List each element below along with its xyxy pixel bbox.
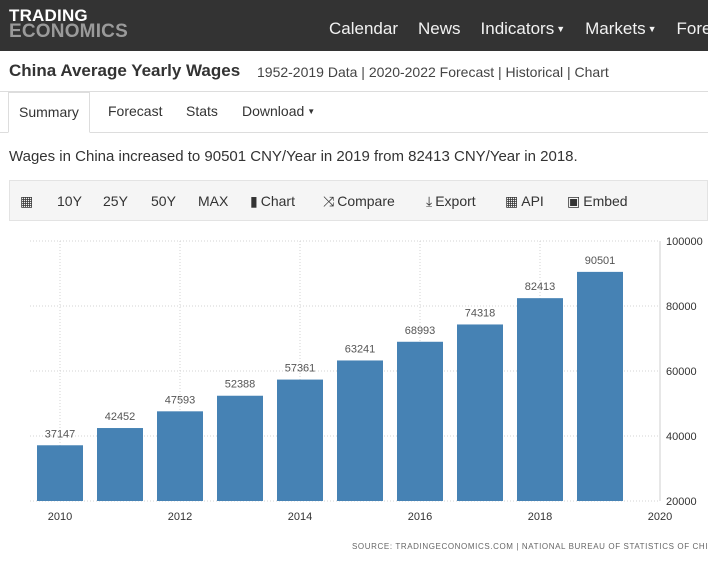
nav-item-forecasts[interactable]: Forecasts — [677, 19, 708, 39]
bar-2012[interactable] — [157, 411, 203, 501]
calendar-icon[interactable]: ▦ — [20, 193, 34, 209]
chart-button-label: Chart — [260, 193, 295, 209]
embed-button[interactable]: ▣ Embed — [567, 181, 628, 221]
shuffle-icon: ⤨ — [323, 193, 335, 209]
logo-line2: ECONOMICS — [9, 21, 128, 42]
y-tick-label: 80000 — [666, 301, 697, 313]
bar-2018[interactable] — [517, 298, 563, 501]
chevron-down-icon: ▼ — [556, 24, 566, 34]
bar-2017[interactable] — [457, 324, 503, 501]
x-tick-label: 2012 — [168, 511, 192, 523]
image-icon: ▣ — [567, 193, 581, 209]
site-logo[interactable]: TRADING ECONOMICS — [9, 6, 128, 42]
x-tick-label: 2014 — [288, 511, 312, 523]
bar-2015[interactable] — [337, 360, 383, 501]
nav-item-label: Calendar — [329, 19, 398, 38]
download-icon: ⤓ — [426, 193, 433, 209]
nav-item-news[interactable]: News — [418, 19, 461, 39]
grid-icon: ▦ — [505, 193, 519, 209]
x-tick-label: 2018 — [528, 511, 552, 523]
chart-button[interactable]: ▮ Chart — [250, 181, 295, 221]
bar-2014[interactable] — [277, 379, 323, 501]
chevron-down-icon: ▼ — [307, 107, 316, 116]
y-tick-label: 60000 — [666, 366, 697, 378]
nav-item-indicators[interactable]: Indicators ▼ — [481, 19, 566, 39]
x-tick-label: 2010 — [48, 511, 72, 523]
y-tick-label: 40000 — [666, 431, 697, 443]
tab-download[interactable]: Download ▼ — [242, 92, 315, 132]
nav-item-calendar[interactable]: Calendar — [329, 19, 398, 39]
chevron-down-icon: ▼ — [647, 24, 657, 34]
data-label-2018: 82413 — [525, 281, 556, 293]
range-10y-button[interactable]: 10Y — [57, 193, 82, 209]
bar-2016[interactable] — [397, 341, 443, 501]
compare-button[interactable]: ⤨ Compare — [323, 181, 395, 221]
data-label-2019: 90501 — [585, 255, 616, 267]
data-label-2010: 37147 — [45, 428, 76, 440]
export-button[interactable]: ⤓ Export — [426, 181, 476, 221]
data-label-2013: 52388 — [225, 379, 256, 391]
range-50y-button[interactable]: 50Y — [151, 193, 176, 209]
title-bar: China Average Yearly Wages 1952-2019 Dat… — [0, 51, 708, 92]
nav-item-label: Indicators — [480, 19, 555, 38]
tab-bar: Summary Forecast Stats Download ▼ — [0, 92, 708, 133]
tab-stats[interactable]: Stats — [186, 103, 218, 119]
api-button-label: API — [521, 193, 544, 209]
bar-2011[interactable] — [97, 428, 143, 501]
logo-line1: TRADING — [9, 6, 88, 25]
x-tick-label: 2016 — [408, 511, 432, 523]
top-navbar: TRADING ECONOMICS Calendar News Indicators… — [0, 0, 708, 51]
page-title: China Average Yearly Wages — [9, 61, 241, 80]
api-button[interactable]: ▦ API — [505, 181, 544, 221]
nav-item-label: Forecasts — [676, 19, 708, 38]
range-25y-button[interactable]: 25Y — [103, 193, 128, 209]
bar-2010[interactable] — [37, 445, 83, 501]
bar-2019[interactable] — [577, 271, 623, 501]
embed-button-label: Embed — [583, 193, 628, 209]
y-tick-label: 20000 — [666, 496, 697, 508]
data-label-2011: 42452 — [105, 411, 136, 423]
x-tick-label: 2020 — [648, 511, 672, 523]
chart-toolbar: ▦ 10Y 25Y 50Y MAX ▮ Chart ⤨ Compare ⤓ Expor… — [9, 180, 708, 221]
nav-item-label: News — [418, 19, 461, 38]
tab-download-label: Download — [242, 103, 305, 119]
data-label-2016: 68993 — [405, 325, 436, 337]
compare-button-label: Compare — [337, 193, 395, 209]
tab-forecast[interactable]: Forecast — [108, 103, 163, 119]
nav-item-label: Markets — [585, 19, 646, 38]
export-button-label: Export — [435, 193, 476, 209]
page-subtitle[interactable]: 1952-2019 Data | 2020-2022 Forecast | Hi… — [257, 64, 609, 80]
tab-summary[interactable]: Summary — [8, 92, 90, 133]
bar-chart-icon: ▮ — [250, 193, 258, 209]
source-note: SOURCE: TRADINGECONOMICS.COM | NATIONAL … — [352, 542, 708, 551]
data-label-2012: 47593 — [165, 394, 196, 406]
y-tick-label: 100000 — [666, 236, 703, 248]
bar-chart: 20000 40000 60000 80000 100000 2010 2012 2014 20… — [30, 236, 703, 523]
nav-item-markets[interactable]: Markets ▼ — [585, 19, 656, 39]
range-max-button[interactable]: MAX — [198, 193, 229, 209]
data-label-2017: 74318 — [465, 307, 496, 319]
bar-2013[interactable] — [217, 395, 263, 501]
summary-text: Wages in China increased to 90501 CNY/Ye… — [9, 148, 578, 165]
data-label-2015: 63241 — [345, 343, 376, 355]
data-label-2014: 57361 — [285, 363, 316, 375]
